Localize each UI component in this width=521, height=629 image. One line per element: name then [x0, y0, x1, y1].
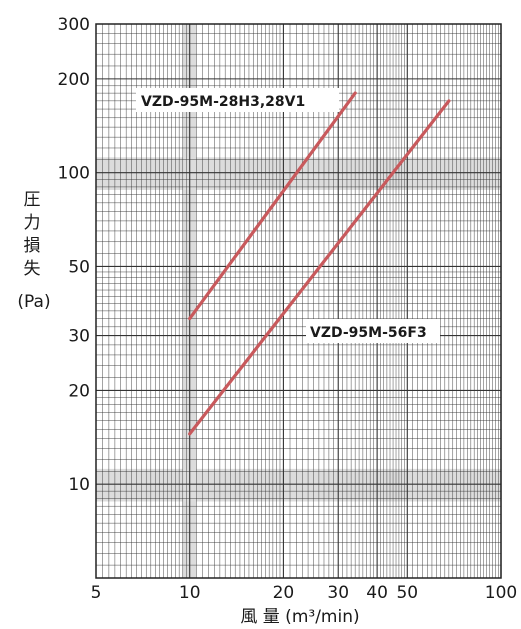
x-tick-label-5: 5: [91, 583, 102, 603]
y-axis-title-char-3: 損: [24, 236, 41, 256]
y-tick-label-100: 100: [58, 164, 90, 184]
series-label-2-group: VZD-95M-56F3: [306, 319, 440, 343]
x-tick-label-50: 50: [396, 583, 418, 603]
y-axis-title-unit: (Pa): [17, 292, 50, 312]
band-horizontal-2: [96, 157, 501, 190]
series-label-1: VZD-95M-28H3,28V1: [141, 94, 305, 110]
x-tick-label-100: 100: [485, 583, 517, 603]
series-label-1-bg: [136, 88, 339, 112]
y-axis-title: 圧 力 損 失 (Pa): [17, 190, 50, 312]
plot-frame: [95, 23, 502, 579]
series-lines: [188, 91, 451, 436]
y-tick-label-300: 300: [58, 15, 90, 35]
y-axis-title-char-2: 力: [24, 213, 41, 233]
x-tick-label-20: 20: [273, 583, 295, 603]
x-tick-label-40: 40: [366, 583, 388, 603]
y-tick-label-30: 30: [68, 327, 90, 347]
series-line-2: [188, 99, 451, 436]
y-tick-label-200: 200: [58, 70, 90, 90]
series-label-2-bg: [306, 319, 440, 343]
y-axis-title-char-1: 圧: [24, 190, 41, 210]
x-tick-label-10: 10: [179, 583, 201, 603]
x-tick-labels: 5 10 20 30 40 50 100: [91, 583, 518, 603]
y-axis-title-char-4: 失: [24, 259, 41, 279]
series-label-2: VZD-95M-56F3: [310, 325, 427, 341]
y-tick-label-50: 50: [68, 257, 90, 277]
x-tick-label-30: 30: [327, 583, 349, 603]
series-line-1: [188, 91, 357, 321]
y-tick-labels: 10 20 30 50 100 200 300: [58, 15, 90, 495]
band-horizontal-1: [96, 468, 501, 502]
y-tick-label-10: 10: [68, 475, 90, 495]
y-tick-label-20: 20: [68, 381, 90, 401]
x-axis-title: 風 量 (m³/min): [240, 607, 359, 627]
series-label-1-group: VZD-95M-28H3,28V1: [136, 88, 339, 112]
